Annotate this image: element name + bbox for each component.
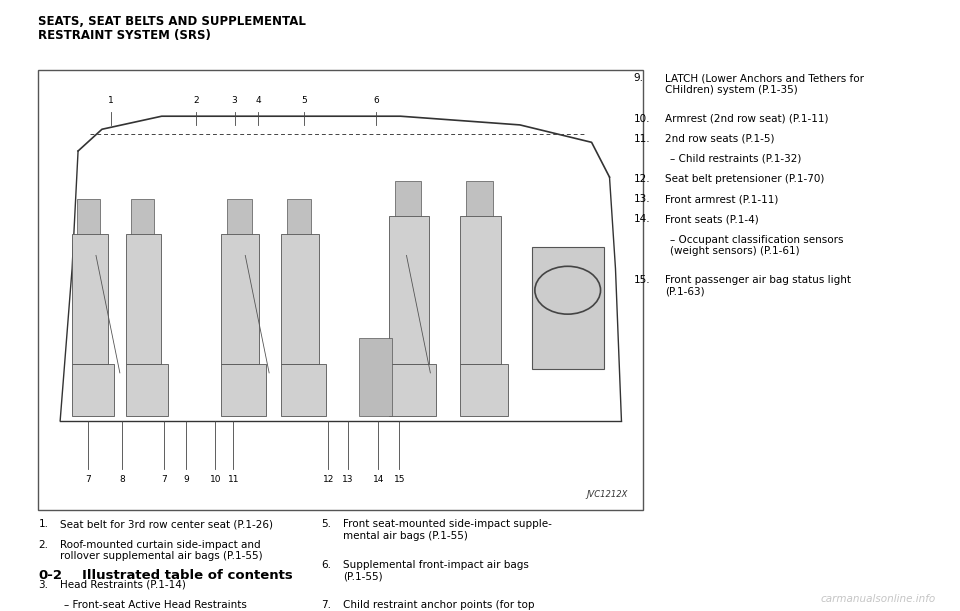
Bar [126, 233, 161, 364]
Bar [460, 216, 501, 364]
Bar [72, 364, 114, 416]
Text: 2.: 2. [38, 540, 48, 549]
Text: Supplemental front-impact air bags
(P.1-55): Supplemental front-impact air bags (P.1-… [343, 560, 529, 581]
Bar [359, 338, 392, 416]
Text: 11.: 11. [634, 134, 650, 144]
Text: 5: 5 [300, 97, 306, 106]
Text: 6.: 6. [322, 560, 331, 569]
Text: – Child restraints (P.1-32): – Child restraints (P.1-32) [670, 154, 802, 164]
Text: carmanualsonline.info: carmanualsonline.info [821, 594, 936, 604]
Text: Roof-mounted curtain side-impact and
rollover supplemental air bags (P.1-55): Roof-mounted curtain side-impact and rol… [60, 540, 262, 561]
Text: Illustrated table of contents: Illustrated table of contents [82, 569, 293, 582]
Text: 5.: 5. [322, 519, 331, 529]
Text: Seat belt pretensioner (P.1-70): Seat belt pretensioner (P.1-70) [665, 174, 825, 184]
Text: Front seats (P.1-4): Front seats (P.1-4) [665, 214, 759, 224]
Text: 12: 12 [323, 475, 334, 484]
Text: 13.: 13. [634, 194, 650, 204]
Bar [460, 364, 508, 416]
Bar [389, 216, 429, 364]
Text: 12.: 12. [634, 174, 650, 184]
Bar [72, 233, 108, 364]
Text: Head Restraints (P.1-14): Head Restraints (P.1-14) [60, 580, 185, 590]
Bar [467, 181, 492, 216]
Text: Child restraint anchor points (for top
tether strap child restraint) (P.1-46, P.: Child restraint anchor points (for top t… [343, 600, 566, 611]
Text: 6: 6 [373, 97, 379, 106]
Text: Front armrest (P.1-11): Front armrest (P.1-11) [665, 194, 779, 204]
Text: 1.: 1. [38, 519, 48, 529]
Bar [78, 199, 101, 233]
Text: 3: 3 [231, 97, 237, 106]
Bar [281, 233, 319, 364]
Bar [228, 199, 252, 233]
Text: 2: 2 [193, 97, 199, 106]
Text: 1: 1 [108, 97, 114, 106]
Text: 2nd row seats (P.1-5): 2nd row seats (P.1-5) [665, 134, 775, 144]
Bar [222, 364, 266, 416]
Bar [281, 364, 325, 416]
Bar [532, 247, 604, 368]
Text: Seat belt for 3rd row center seat (P.1-26): Seat belt for 3rd row center seat (P.1-2… [60, 519, 273, 529]
Bar [126, 364, 168, 416]
Text: 8: 8 [119, 475, 125, 484]
Text: 3.: 3. [38, 580, 48, 590]
Text: 10.: 10. [634, 114, 650, 123]
Text: 11: 11 [228, 475, 239, 484]
Text: 15: 15 [394, 475, 405, 484]
Text: 14.: 14. [634, 214, 650, 224]
Text: RESTRAINT SYSTEM (SRS): RESTRAINT SYSTEM (SRS) [38, 29, 211, 42]
Text: 15.: 15. [634, 275, 650, 285]
Text: 9: 9 [183, 475, 189, 484]
Bar [395, 181, 420, 216]
Bar [38, 70, 643, 510]
Text: 10: 10 [209, 475, 221, 484]
Text: – Occupant classification sensors
(weight sensors) (P.1-61): – Occupant classification sensors (weigh… [670, 235, 844, 256]
Text: 7.: 7. [322, 600, 331, 610]
Text: Armrest (2nd row seat) (P.1-11): Armrest (2nd row seat) (P.1-11) [665, 114, 828, 123]
Bar [222, 233, 259, 364]
Text: 14: 14 [372, 475, 384, 484]
Bar [287, 199, 311, 233]
Text: 7: 7 [84, 475, 90, 484]
Text: LATCH (Lower Anchors and Tethers for
CHildren) system (P.1-35): LATCH (Lower Anchors and Tethers for CHi… [665, 73, 864, 95]
Text: 9.: 9. [634, 73, 643, 83]
Text: SEATS, SEAT BELTS AND SUPPLEMENTAL: SEATS, SEAT BELTS AND SUPPLEMENTAL [38, 15, 306, 28]
Text: – Front-seat Active Head Restraints
(P.1-19): – Front-seat Active Head Restraints (P.1… [64, 600, 247, 611]
Text: Front passenger air bag status light
(P.1-63): Front passenger air bag status light (P.… [665, 275, 852, 296]
Text: 4: 4 [255, 97, 261, 106]
Bar [132, 199, 155, 233]
Text: 13: 13 [342, 475, 353, 484]
Text: 0-2: 0-2 [38, 569, 62, 582]
Text: 7: 7 [161, 475, 167, 484]
Bar [389, 364, 437, 416]
Text: Front seat-mounted side-impact supple-
mental air bags (P.1-55): Front seat-mounted side-impact supple- m… [343, 519, 552, 541]
Text: JVC1212X: JVC1212X [586, 490, 628, 499]
